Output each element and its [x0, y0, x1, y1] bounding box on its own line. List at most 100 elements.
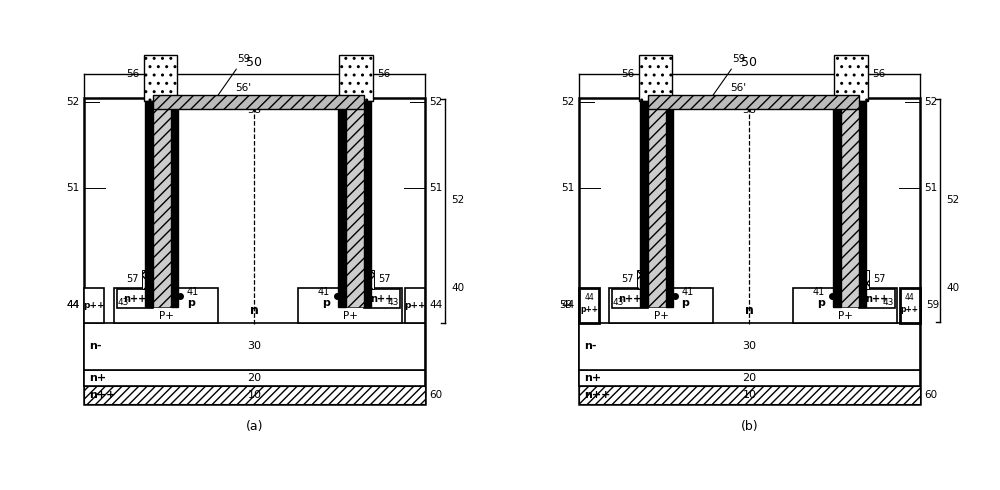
- Bar: [346, 101, 364, 307]
- Bar: [648, 95, 859, 109]
- Text: P+: P+: [838, 311, 852, 320]
- Text: 42: 42: [357, 294, 370, 304]
- Bar: [859, 289, 895, 308]
- Text: 44: 44: [905, 293, 915, 302]
- Bar: [145, 101, 153, 307]
- Text: p++: p++: [83, 300, 105, 310]
- Bar: [833, 101, 840, 307]
- Bar: [153, 95, 364, 109]
- Text: 55: 55: [844, 74, 858, 83]
- Text: 41: 41: [317, 287, 330, 297]
- Bar: [144, 55, 177, 101]
- Bar: [579, 98, 920, 404]
- Text: n+: n+: [584, 373, 601, 383]
- Text: p: p: [817, 298, 825, 308]
- Text: 55: 55: [349, 74, 363, 83]
- Bar: [84, 386, 425, 404]
- Bar: [612, 289, 648, 308]
- Text: n-: n-: [584, 341, 596, 351]
- Text: 52: 52: [946, 195, 959, 205]
- Bar: [298, 288, 402, 322]
- Text: 41: 41: [187, 287, 199, 297]
- Text: (a): (a): [246, 420, 263, 433]
- Bar: [339, 55, 373, 101]
- Bar: [579, 322, 920, 370]
- Text: p: p: [187, 298, 195, 308]
- Text: 56: 56: [621, 69, 634, 79]
- Bar: [84, 370, 425, 386]
- Text: p++: p++: [404, 300, 425, 310]
- Text: n++: n++: [89, 390, 115, 400]
- Text: 57: 57: [378, 274, 391, 284]
- Text: p++: p++: [901, 305, 919, 314]
- Text: 10: 10: [247, 390, 261, 400]
- Text: 44: 44: [66, 300, 80, 310]
- Bar: [153, 101, 171, 307]
- Bar: [579, 288, 599, 322]
- Text: 53: 53: [348, 224, 361, 235]
- Text: n: n: [250, 303, 259, 317]
- Text: 53: 53: [650, 224, 663, 235]
- Text: 56: 56: [126, 69, 139, 79]
- Bar: [84, 322, 425, 370]
- Text: 59: 59: [926, 300, 940, 310]
- Text: 30: 30: [247, 341, 261, 351]
- Bar: [579, 370, 920, 386]
- Bar: [343, 270, 374, 289]
- Text: 52: 52: [451, 195, 464, 205]
- Bar: [114, 288, 218, 322]
- Text: 56': 56': [235, 83, 251, 94]
- Text: n++: n++: [618, 294, 641, 304]
- Bar: [666, 101, 673, 307]
- Text: n+: n+: [89, 373, 106, 383]
- Bar: [84, 288, 104, 322]
- Text: n++: n++: [584, 390, 610, 400]
- Text: 20: 20: [247, 373, 261, 383]
- Text: p++: p++: [580, 305, 598, 314]
- Text: 52: 52: [66, 97, 80, 107]
- Text: 55: 55: [649, 74, 662, 83]
- Text: 58: 58: [742, 105, 756, 115]
- Bar: [84, 98, 425, 404]
- Text: 56': 56': [730, 83, 746, 94]
- Text: P+: P+: [654, 311, 669, 320]
- Text: p: p: [682, 298, 690, 308]
- Bar: [840, 101, 859, 307]
- Text: 53: 53: [155, 224, 168, 235]
- Text: 42: 42: [641, 294, 655, 304]
- Bar: [648, 101, 666, 307]
- Bar: [364, 101, 371, 307]
- Text: n++: n++: [865, 294, 888, 304]
- Bar: [609, 288, 713, 322]
- Text: 44: 44: [584, 293, 594, 302]
- Bar: [117, 289, 153, 308]
- Text: 57: 57: [126, 274, 138, 284]
- Text: 42: 42: [146, 294, 160, 304]
- Text: 59: 59: [215, 54, 250, 100]
- Text: 58: 58: [247, 105, 261, 115]
- Text: 43: 43: [882, 298, 894, 307]
- Text: n: n: [745, 303, 754, 317]
- Text: (b): (b): [741, 420, 758, 433]
- Bar: [859, 101, 866, 307]
- Bar: [900, 288, 920, 322]
- Bar: [640, 101, 648, 307]
- Text: 43: 43: [118, 298, 129, 307]
- Text: 41: 41: [682, 287, 694, 297]
- Bar: [142, 270, 173, 289]
- Text: 52: 52: [561, 97, 575, 107]
- Text: P+: P+: [343, 311, 357, 320]
- Text: 40: 40: [946, 283, 959, 293]
- Text: 59: 59: [559, 300, 572, 310]
- Text: 59: 59: [710, 54, 745, 100]
- Text: 52: 52: [924, 97, 937, 107]
- Text: 55: 55: [154, 74, 167, 83]
- Text: 41: 41: [812, 287, 825, 297]
- Text: 51: 51: [429, 183, 442, 193]
- Text: P+: P+: [159, 311, 174, 320]
- Text: 60: 60: [429, 390, 442, 400]
- Bar: [579, 386, 920, 404]
- Text: 40: 40: [451, 283, 464, 293]
- Text: 20: 20: [742, 373, 756, 383]
- Text: 56: 56: [377, 69, 391, 79]
